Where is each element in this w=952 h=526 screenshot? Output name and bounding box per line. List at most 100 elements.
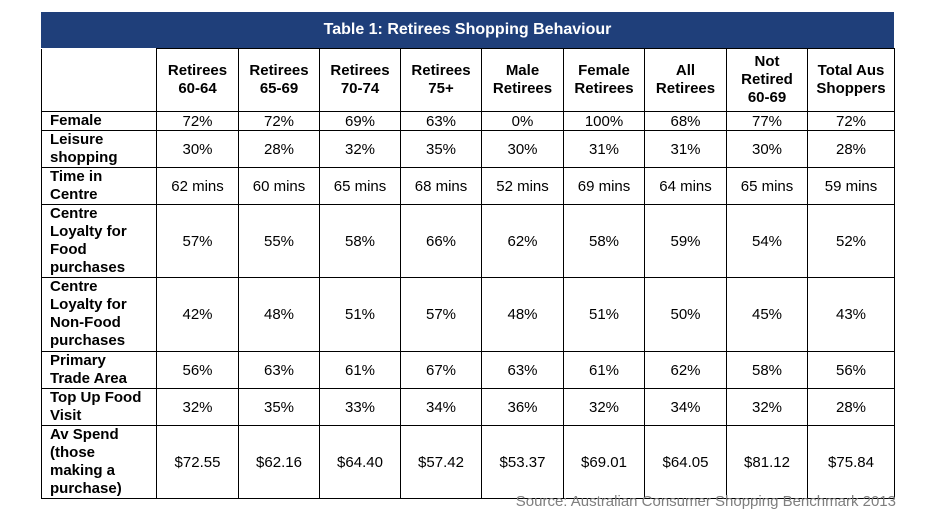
corner-cell [41, 48, 157, 112]
table-cell: 51% [563, 277, 645, 352]
table-cell: 66% [400, 204, 482, 278]
column-header: Retirees 65-69 [238, 48, 320, 112]
table-row: Primary Trade Area 56% 63% 61% 67% 63% 61% 62% 58… [41, 351, 895, 389]
table-cell: 52 mins [481, 167, 564, 205]
table-cell: 28% [807, 130, 895, 168]
table-cell: 34% [644, 388, 727, 426]
row-label: Av Spend (those making a purchase) [41, 425, 157, 499]
table-cell: $64.05 [644, 425, 727, 499]
table-cell: 58% [319, 204, 401, 278]
table-cell: 35% [238, 388, 320, 426]
table-cell: 0% [481, 111, 564, 131]
table-cell: 62% [481, 204, 564, 278]
table-cell: 43% [807, 277, 895, 352]
table-cell: 34% [400, 388, 482, 426]
column-header: Male Retirees [481, 48, 564, 112]
table-cell: $75.84 [807, 425, 895, 499]
table-cell: 52% [807, 204, 895, 278]
table-cell: 30% [481, 130, 564, 168]
table-cell: $53.37 [481, 425, 564, 499]
table-cell: 61% [563, 351, 645, 389]
table-cell: 33% [319, 388, 401, 426]
table-row: Female 72% 72% 69% 63% 0% 100% 68% 77% 72% [41, 111, 895, 131]
row-label: Female [41, 111, 157, 131]
table-row: Leisure shopping 30% 28% 32% 35% 30% 31% 31% 30% 2… [41, 130, 895, 168]
table-row: Centre Loyalty for Non-Food purchases 42% 48%… [41, 277, 895, 352]
column-header: Female Retirees [563, 48, 645, 112]
table-cell: 31% [563, 130, 645, 168]
row-label: Top Up Food Visit [41, 388, 157, 426]
row-label: Primary Trade Area [41, 351, 157, 389]
table-cell: 72% [807, 111, 895, 131]
table-cell: 56% [156, 351, 239, 389]
column-header: All Retirees [644, 48, 727, 112]
table-cell: 63% [400, 111, 482, 131]
column-header: Total Aus Shoppers [807, 48, 895, 112]
source-note: Source: Australian Consumer Shopping Ben… [515, 493, 896, 510]
table-cell: $69.01 [563, 425, 645, 499]
table-cell: 42% [156, 277, 239, 352]
table-cell: 28% [807, 388, 895, 426]
table-cell: 72% [156, 111, 239, 131]
table-cell: 67% [400, 351, 482, 389]
table-cell: 69% [319, 111, 401, 131]
table-cell: 69 mins [563, 167, 645, 205]
table-cell: $72.55 [156, 425, 239, 499]
row-label: Centre Loyalty for Food purchases [41, 204, 157, 278]
table-cell: 72% [238, 111, 320, 131]
table-cell: 61% [319, 351, 401, 389]
table-cell: $57.42 [400, 425, 482, 499]
table-cell: 54% [726, 204, 808, 278]
row-label: Centre Loyalty for Non-Food purchases [41, 277, 157, 352]
table-row: Time in Centre 62 mins 60 mins 65 mins 68 min… [41, 167, 895, 205]
table-cell: 32% [726, 388, 808, 426]
table-cell: 68 mins [400, 167, 482, 205]
table-cell: $64.40 [319, 425, 401, 499]
column-header: Not Retired 60-69 [726, 48, 808, 112]
table-cell: 58% [563, 204, 645, 278]
table-cell: 63% [481, 351, 564, 389]
table-cell: 100% [563, 111, 645, 131]
table-cell: 68% [644, 111, 727, 131]
table-row: Av Spend (those making a purchase) $72.55 $62… [41, 425, 895, 499]
table-cell: 60 mins [238, 167, 320, 205]
table-cell: 64 mins [644, 167, 727, 205]
table-cell: 36% [481, 388, 564, 426]
table-cell: 77% [726, 111, 808, 131]
table-cell: 28% [238, 130, 320, 168]
column-header: Retirees 75+ [400, 48, 482, 112]
table-cell: 62% [644, 351, 727, 389]
retirees-table: Retirees 60-64 Retirees 65-69 Retirees 70-7… [41, 48, 895, 499]
column-header: Retirees 70-74 [319, 48, 401, 112]
table-row: Top Up Food Visit 32% 35% 33% 34% 36% 32% 34% 32%… [41, 388, 895, 426]
table-cell: 63% [238, 351, 320, 389]
table-row: Centre Loyalty for Food purchases 57% 55% 58% 6… [41, 204, 895, 278]
table-cell: 62 mins [156, 167, 239, 205]
row-label: Time in Centre [41, 167, 157, 205]
table-cell: 32% [319, 130, 401, 168]
table-cell: 51% [319, 277, 401, 352]
table-cell: $81.12 [726, 425, 808, 499]
table-cell: 45% [726, 277, 808, 352]
table-cell: 65 mins [319, 167, 401, 205]
table-cell: $62.16 [238, 425, 320, 499]
table-cell: 57% [156, 204, 239, 278]
table-cell: 48% [238, 277, 320, 352]
table-cell: 32% [156, 388, 239, 426]
table-cell: 58% [726, 351, 808, 389]
table-cell: 59% [644, 204, 727, 278]
table-cell: 65 mins [726, 167, 808, 205]
table-cell: 48% [481, 277, 564, 352]
column-header: Retirees 60-64 [156, 48, 239, 112]
table-cell: 59 mins [807, 167, 895, 205]
table-cell: 30% [726, 130, 808, 168]
header-row: Retirees 60-64 Retirees 65-69 Retirees 70-7… [41, 48, 895, 112]
row-label: Leisure shopping [41, 130, 157, 168]
table-cell: 32% [563, 388, 645, 426]
table-title: Table 1: Retirees Shopping Behaviour [41, 12, 894, 48]
table-cell: 35% [400, 130, 482, 168]
table-cell: 57% [400, 277, 482, 352]
table-cell: 30% [156, 130, 239, 168]
table-cell: 55% [238, 204, 320, 278]
shopping-table-container: Table 1: Retirees Shopping Behaviour Ret… [41, 12, 895, 499]
